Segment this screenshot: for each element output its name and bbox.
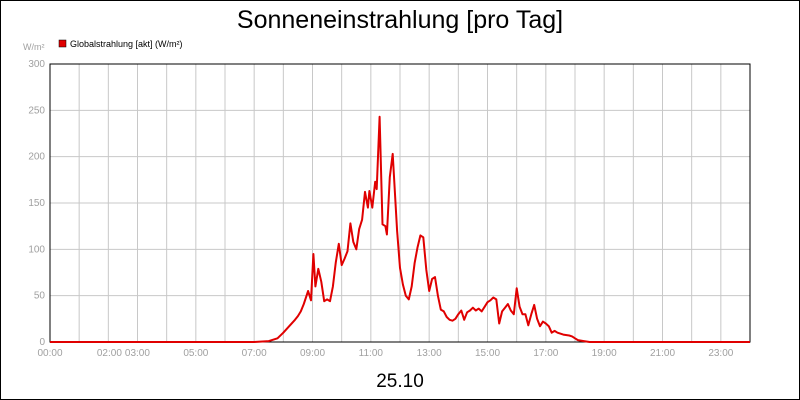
y-tick-label: 50 — [34, 291, 46, 302]
legend-label: Globalstrahlung [akt] (W/m²) — [70, 39, 183, 49]
y-tick-label: 300 — [28, 59, 45, 70]
x-tick-label: 03:00 — [125, 348, 150, 359]
chart-title: Sonneneinstrahlung [pro Tag] — [237, 6, 563, 34]
x-tick-label: 13:00 — [417, 348, 442, 359]
y-tick-label: 100 — [28, 244, 45, 255]
x-tick-label: 19:00 — [592, 348, 617, 359]
gridlines — [50, 64, 750, 342]
x-tick-label: 02:00 — [97, 348, 122, 359]
y-tick-label: 150 — [28, 198, 45, 209]
x-tick-label: 11:00 — [359, 348, 384, 359]
x-tick-label: 23:00 — [708, 348, 733, 359]
series-line-globalstrahlung — [50, 115, 750, 343]
x-tick-label: 05:00 — [183, 348, 208, 359]
y-tick-label: 200 — [28, 152, 45, 163]
y-tick-label: 250 — [28, 105, 45, 116]
x-tick-label: 00:00 — [37, 348, 62, 359]
x-tick-label: 09:00 — [300, 348, 325, 359]
y-axis-unit-label: W/m² — [23, 42, 45, 52]
x-tick-label: 17:00 — [533, 348, 558, 359]
plot-area-border — [49, 63, 751, 343]
x-tick-label: 21:00 — [650, 348, 675, 359]
y-tick-label: 0 — [39, 337, 45, 348]
series-layer — [50, 115, 750, 343]
x-axis-date-label: 25.10 — [376, 371, 424, 392]
x-axis-ticks: 00:00 02:00 03:00 05:00 07:00 09:00 11:00 13:00… — [37, 348, 733, 359]
y-axis-ticks: 0 50 100 150 200 250 300 — [28, 59, 45, 348]
x-tick-label: 07:00 — [242, 348, 267, 359]
legend-swatch — [58, 39, 67, 48]
x-tick-label: 15:00 — [475, 348, 500, 359]
